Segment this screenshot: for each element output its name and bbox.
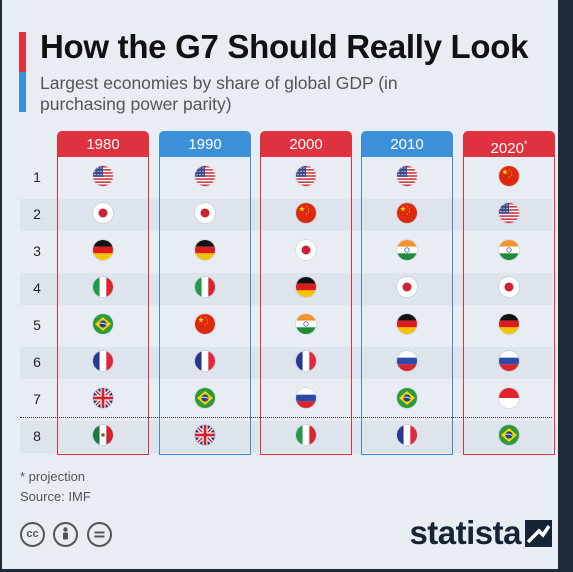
column-frame-2010 [361,157,453,455]
flag-india-icon [499,240,519,260]
flag-brazil-icon [397,388,417,408]
projection-asterisk: * [523,139,528,149]
rank-label: 4 [33,280,41,296]
flag-germany-icon [93,240,113,260]
flag-mexico-icon [93,425,113,445]
rank-label: 6 [33,354,41,370]
source-note: Source: IMF [20,489,91,504]
footnotes: * projection Source: IMF [20,467,91,507]
chart-subtitle: Largest economies by share of global GDP… [40,73,398,114]
column-year-label: 2010 [390,136,424,153]
flag-united-kingdom-icon [195,425,215,445]
rank-label: 2 [33,206,41,222]
flag-china-icon [499,166,519,186]
flag-united-states-icon [296,166,316,186]
column-header-2010: 2010 [361,131,453,157]
column-year-label: 2000 [289,136,323,153]
flag-united-states-icon [93,166,113,186]
column-header-1980: 1980 [57,131,149,157]
column-frame-2020 [463,157,555,455]
flag-japan-icon [93,203,113,223]
projection-note: * projection [20,469,86,484]
ranking-table: 1980 1990 2000 2010 2020* 1 2 3 4 5 6 7 8 [2,0,558,569]
column-year-label: 1990 [188,136,222,153]
flag-germany-icon [296,277,316,297]
flag-brazil-icon [195,388,215,408]
column-header-2020: 2020* [463,131,555,157]
flag-germany-icon [397,314,417,334]
flag-united-states-icon [195,166,215,186]
flag-italy-icon [195,277,215,297]
license-icons: cc [20,522,116,547]
title-accent-bar [19,32,26,112]
flag-france-icon [93,351,113,371]
flag-india-icon [296,314,316,334]
flag-brazil-icon [499,425,519,445]
flag-france-icon [195,351,215,371]
flag-united-kingdom-icon [93,388,113,408]
rank-label: 1 [33,169,41,185]
flag-india-icon [397,240,417,260]
flag-japan-icon [296,240,316,260]
flag-russia-icon [499,351,519,371]
flag-china-icon [195,314,215,334]
flag-russia-icon [397,351,417,371]
no-derivatives-icon[interactable] [86,522,112,547]
creative-commons-icon[interactable]: cc [20,522,45,547]
column-frame-2000 [260,157,352,455]
flag-indonesia-icon [499,388,519,408]
flag-italy-icon [296,425,316,445]
flag-united-states-icon [499,203,519,223]
rank-label: 8 [33,428,41,444]
flag-italy-icon [93,277,113,297]
rank-label: 3 [33,243,41,259]
flag-japan-icon [195,203,215,223]
rank-label: 5 [33,317,41,333]
chart-title: How the G7 Should Really Look [40,28,529,65]
rank-label: 7 [33,391,41,407]
column-frame-1990 [159,157,251,455]
column-year-label: 1980 [86,136,120,153]
statista-logo[interactable]: statista [409,514,552,552]
brand-name: statista [409,514,521,551]
column-frame-1980 [57,157,149,455]
flag-france-icon [296,351,316,371]
flag-china-icon [296,203,316,223]
flag-germany-icon [499,314,519,334]
column-year-label: 2020 [490,140,524,157]
flag-russia-icon [296,388,316,408]
g7-cutoff-line [20,417,552,418]
flag-japan-icon [499,277,519,297]
flag-brazil-icon [93,314,113,334]
infographic-card: How the G7 Should Really Look Largest ec… [2,0,558,569]
column-header-1990: 1990 [159,131,251,157]
flag-united-states-icon [397,166,417,186]
flag-france-icon [397,425,417,445]
attribution-person-icon[interactable] [53,522,79,547]
column-header-2000: 2000 [260,131,352,157]
flag-japan-icon [397,277,417,297]
statista-logo-icon [525,519,552,547]
flag-germany-icon [195,240,215,260]
flag-china-icon [397,203,417,223]
